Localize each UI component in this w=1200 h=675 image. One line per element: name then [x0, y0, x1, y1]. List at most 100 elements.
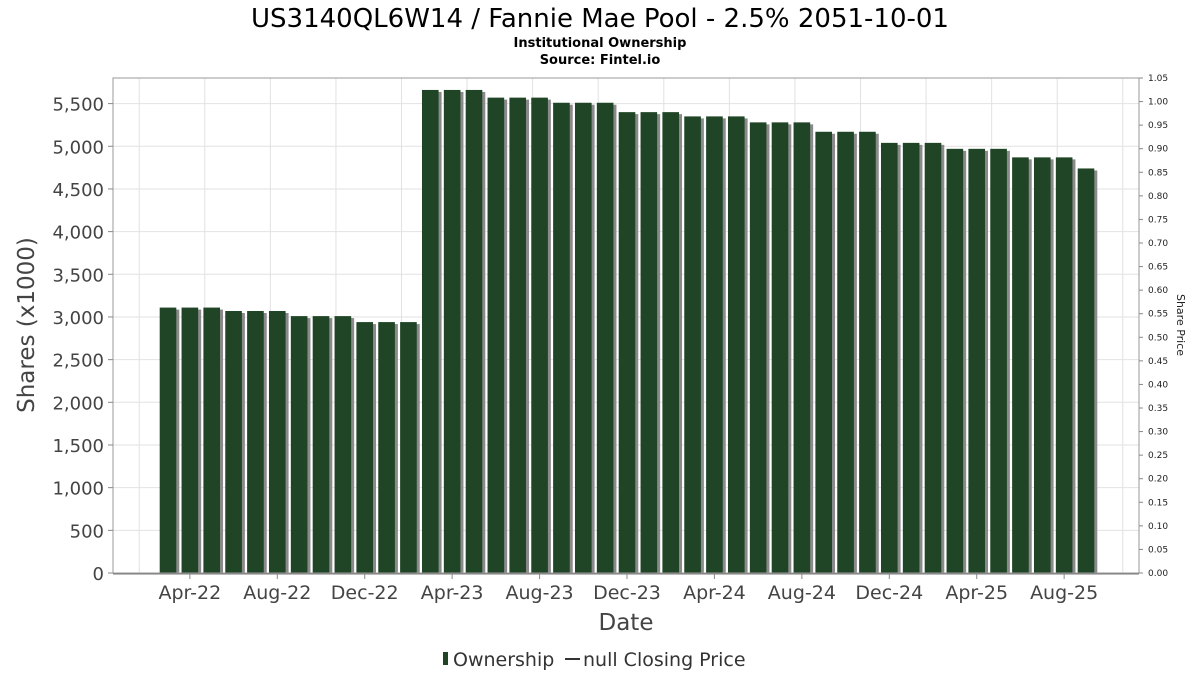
bar — [203, 307, 221, 573]
bar — [400, 322, 417, 573]
chart-title: US3140QL6W14 / Fannie Mae Pool - 2.5% 20… — [251, 4, 949, 34]
y-tick-label: 4,000 — [52, 223, 104, 244]
bar — [880, 142, 898, 574]
bar — [1055, 157, 1073, 573]
bar — [946, 148, 964, 573]
bar — [1012, 157, 1029, 573]
bar — [924, 142, 942, 574]
bar — [509, 97, 527, 574]
x-tick-label: Aug-22 — [243, 582, 311, 604]
bar — [684, 116, 701, 573]
bar — [837, 131, 854, 573]
bar — [749, 122, 767, 574]
bar — [181, 307, 199, 573]
bar — [378, 322, 395, 573]
bar — [793, 122, 811, 574]
bar — [356, 322, 374, 573]
bar — [815, 131, 833, 573]
y-tick-label: 2,500 — [52, 351, 104, 372]
chart-subtitle-1: Institutional Ownership — [514, 36, 687, 51]
chart-subtitle-2: Source: Fintel.io — [540, 53, 661, 68]
y2-axis-ticks: 0.00 0.05 0.10 0.15 0.20 0.25 0.30 0.35 0.40 0.45… — [1139, 74, 1168, 579]
bar — [990, 148, 1007, 573]
legend-ownership-label: Ownership — [453, 649, 554, 671]
y-axis-title: Shares (x1000) — [14, 237, 40, 413]
bar — [443, 89, 461, 573]
y-tick-label: 0 — [93, 564, 104, 585]
y2-tick-label: 0.45 — [1148, 357, 1168, 367]
plot-frame — [112, 77, 1140, 574]
bar — [596, 102, 614, 573]
x-tick-label: Apr-25 — [945, 582, 1008, 604]
y2-tick-label: 0.35 — [1148, 404, 1168, 414]
y-tick-label: 1,000 — [52, 479, 104, 500]
x-tick-label: Aug-24 — [768, 582, 836, 604]
y2-tick-label: 0.95 — [1148, 121, 1168, 131]
y-tick-label: 500 — [70, 521, 104, 542]
bar — [727, 116, 745, 573]
y2-tick-label: 0.85 — [1148, 168, 1168, 178]
y2-tick-label: 0.75 — [1148, 215, 1168, 225]
x-tick-label: Aug-23 — [506, 582, 574, 604]
bar — [487, 97, 505, 574]
x-tick-label: Aug-25 — [1030, 582, 1098, 604]
y2-tick-label: 0.55 — [1148, 310, 1168, 320]
bar — [859, 131, 876, 573]
y2-tick-label: 0.65 — [1148, 263, 1168, 273]
y2-axis-title: Share Price — [1174, 294, 1187, 356]
legend: Ownership null Closing Price — [443, 649, 746, 671]
bar — [968, 148, 986, 573]
y2-tick-label: 0.05 — [1148, 545, 1168, 555]
x-tick-label: Apr-23 — [421, 582, 484, 604]
y2-tick-label: 0.25 — [1148, 451, 1168, 461]
y2-tick-label: 1.00 — [1148, 98, 1168, 108]
bar — [290, 316, 308, 573]
bar — [247, 310, 264, 573]
y2-tick-label: 1.05 — [1148, 74, 1168, 84]
y2-tick-label: 0.10 — [1148, 522, 1168, 532]
bar — [902, 142, 920, 574]
bar — [1077, 168, 1095, 573]
bar — [553, 102, 570, 573]
bar — [531, 97, 548, 574]
y2-tick-label: 0.15 — [1148, 498, 1168, 508]
bar — [574, 102, 592, 573]
y-tick-label: 2,000 — [52, 393, 104, 414]
y2-tick-label: 0.90 — [1148, 145, 1168, 155]
y2-tick-label: 0.50 — [1148, 333, 1168, 343]
x-axis-title: Date — [599, 610, 654, 636]
bar — [618, 112, 636, 573]
y2-tick-label: 0.60 — [1148, 286, 1168, 296]
bar — [334, 316, 352, 573]
y2-tick-label: 0.70 — [1148, 239, 1168, 249]
bar — [1033, 157, 1051, 573]
x-tick-label: Dec-23 — [593, 582, 661, 604]
axes — [112, 77, 1140, 575]
bar — [421, 89, 439, 573]
bar — [706, 116, 723, 573]
y-tick-label: 5,000 — [52, 137, 104, 158]
bar — [771, 122, 789, 574]
bar — [312, 316, 330, 573]
legend-closing-price-label: null Closing Price — [583, 649, 746, 671]
y-tick-label: 1,500 — [52, 436, 104, 457]
y-tick-label: 3,000 — [52, 308, 104, 329]
y2-tick-label: 0.20 — [1148, 475, 1168, 485]
bar — [225, 310, 242, 573]
bar — [662, 112, 680, 573]
bar — [640, 112, 658, 573]
bar-series — [159, 89, 1098, 574]
y-tick-label: 4,500 — [52, 180, 104, 201]
y2-tick-label: 0.80 — [1148, 192, 1168, 202]
x-axis-ticks: Apr-22 Aug-22 Dec-22 Apr-23 Aug-23 Dec-23 Apr-… — [159, 574, 1098, 604]
x-tick-label: Dec-22 — [331, 582, 399, 604]
y-tick-label: 5,500 — [52, 95, 104, 116]
bar — [465, 89, 483, 573]
x-tick-label: Apr-24 — [683, 582, 746, 604]
y2-tick-label: 0.00 — [1148, 569, 1168, 579]
y2-tick-label: 0.30 — [1148, 428, 1168, 438]
bar — [268, 310, 286, 573]
legend-ownership-swatch — [443, 652, 448, 665]
bar — [159, 307, 177, 573]
